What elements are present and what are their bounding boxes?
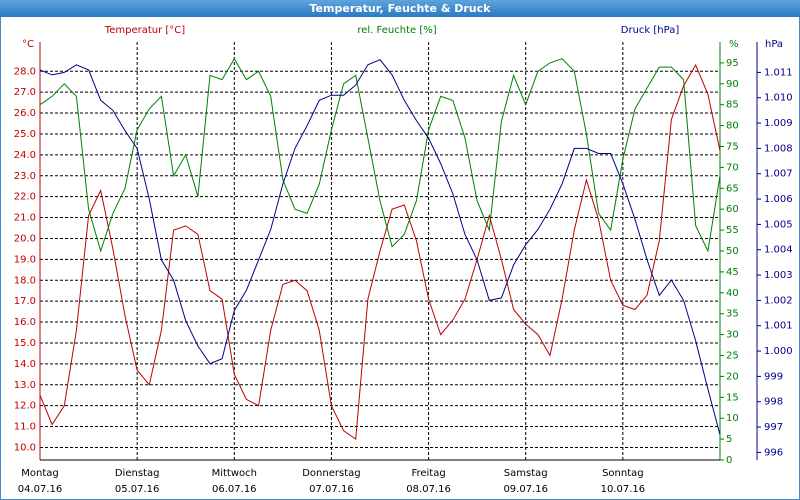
y2-tick-label: 95 (726, 58, 739, 69)
y2-tick-label: 10 (726, 413, 739, 424)
y2-tick-label: 65 (726, 183, 739, 194)
chart-title: Temperatur, Feuchte & Druck (310, 2, 492, 15)
y3-tick-label: 1.010 (764, 93, 793, 104)
legend-entry: rel. Feuchte [%] (357, 25, 436, 36)
y2-tick-label: 50 (726, 246, 739, 257)
x-tick-date: 06.07.16 (212, 484, 257, 495)
y2-tick-label: 15 (726, 392, 739, 403)
y2-tick-label: 25 (726, 351, 739, 362)
series-line (39, 63, 721, 441)
y2-tick-label: 0 (726, 455, 732, 466)
y3-tick-label: 997 (764, 422, 783, 433)
y3-tick-label: 1.000 (764, 346, 793, 357)
y3-tick-label: 1.006 (764, 194, 793, 205)
y2-tick-label: 80 (726, 121, 739, 132)
y3-tick-label: 998 (764, 397, 783, 408)
y2-tick-label: 40 (726, 288, 739, 299)
y3-tick-label: 999 (764, 371, 783, 382)
y2-tick-label: 85 (726, 100, 739, 111)
legend-entry: Druck [hPa] (621, 25, 680, 36)
y-tick-label: 18.0 (14, 275, 36, 286)
x-tick-date: 04.07.16 (18, 484, 63, 495)
y2-tick-label: 35 (726, 309, 739, 320)
y3-tick-label: 1.011 (764, 67, 793, 78)
y-tick-label: 24.0 (14, 150, 36, 161)
y3-tick-label: 1.002 (764, 295, 793, 306)
series-line (39, 57, 721, 253)
y-tick-label: 28.0 (14, 66, 36, 77)
y-unit: °C (22, 39, 34, 50)
y3-tick-label: 1.004 (764, 245, 793, 256)
x-tick-weekday: Samstag (504, 468, 548, 479)
y3-tick-label: 1.005 (764, 219, 793, 230)
y2-tick-label: 5 (726, 434, 732, 445)
y2-tick-label: 30 (726, 330, 739, 341)
y-tick-label: 23.0 (14, 171, 36, 182)
y2-tick-label: 70 (726, 162, 739, 173)
x-tick-weekday: Freitag (411, 468, 445, 479)
y3-tick-label: 996 (764, 447, 783, 458)
y-tick-label: 17.0 (14, 296, 36, 307)
y-tick-label: 19.0 (14, 254, 36, 265)
y3-tick-label: 1.003 (764, 270, 793, 281)
x-tick-weekday: Donnerstag (302, 468, 360, 479)
y-tick-label: 26.0 (14, 108, 36, 119)
x-tick-date: 08.07.16 (406, 484, 451, 495)
y-tick-label: 11.0 (14, 422, 36, 433)
x-tick-weekday: Dienstag (115, 468, 160, 479)
y-tick-label: 12.0 (14, 401, 36, 412)
y2-tick-label: 45 (726, 267, 739, 278)
title-bar (0, 0, 800, 17)
y2-unit: % (729, 39, 739, 50)
y-tick-label: 15.0 (14, 338, 36, 349)
x-tick-date: 05.07.16 (115, 484, 160, 495)
x-tick-weekday: Montag (21, 468, 58, 479)
y3-tick-label: 1.009 (764, 118, 793, 129)
y3-tick-label: 1.008 (764, 143, 793, 154)
y-tick-label: 25.0 (14, 129, 36, 140)
x-tick-date: 10.07.16 (601, 484, 646, 495)
y2-tick-label: 60 (726, 204, 739, 215)
x-tick-date: 09.07.16 (503, 484, 548, 495)
y2-tick-label: 20 (726, 371, 739, 382)
y2-tick-label: 75 (726, 142, 739, 153)
y-tick-label: 13.0 (14, 380, 36, 391)
x-tick-weekday: Mittwoch (212, 468, 257, 479)
y2-tick-label: 55 (726, 225, 739, 236)
x-tick-date: 07.07.16 (309, 484, 354, 495)
y2-tick-label: 90 (726, 79, 739, 90)
y-tick-label: 22.0 (14, 192, 36, 203)
series-line (39, 59, 721, 435)
y3-tick-label: 1.001 (764, 321, 793, 332)
y-tick-label: 20.0 (14, 233, 36, 244)
y-tick-label: 14.0 (14, 359, 36, 370)
y-tick-label: 27.0 (14, 87, 36, 98)
y3-unit: hPa (765, 39, 783, 50)
x-tick-weekday: Sonntag (602, 468, 644, 479)
y3-tick-label: 1.007 (764, 169, 793, 180)
y-tick-label: 16.0 (14, 317, 36, 328)
legend-entry: Temperatur [°C] (104, 25, 185, 36)
y-tick-label: 10.0 (14, 442, 36, 453)
y-tick-label: 21.0 (14, 213, 36, 224)
